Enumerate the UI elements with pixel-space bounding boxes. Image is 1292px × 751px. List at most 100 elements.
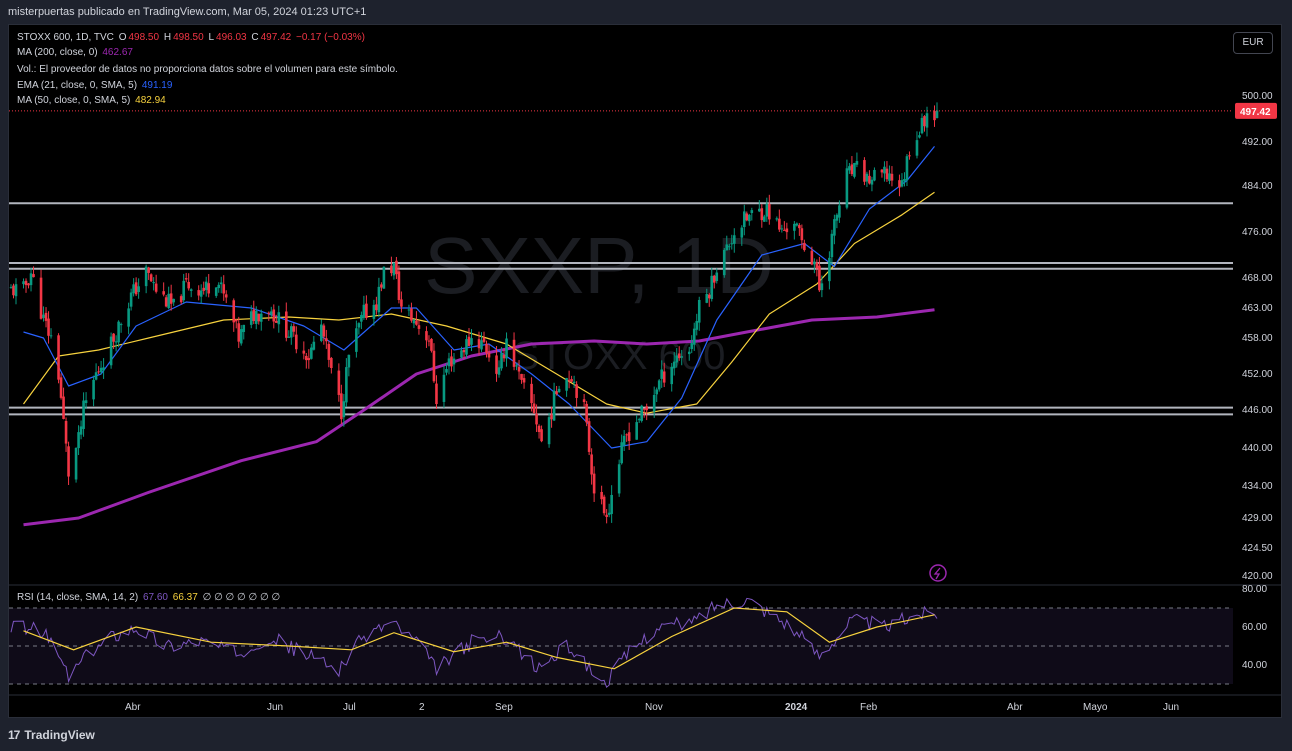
candle[interactable] xyxy=(330,356,333,374)
candle[interactable] xyxy=(22,278,25,289)
candle[interactable] xyxy=(62,387,65,420)
candle[interactable] xyxy=(14,278,18,305)
candle[interactable] xyxy=(179,294,183,305)
candle[interactable] xyxy=(365,295,368,320)
candle[interactable] xyxy=(425,326,428,348)
candle[interactable] xyxy=(302,341,306,360)
candle[interactable] xyxy=(605,509,608,524)
candle[interactable] xyxy=(222,275,226,301)
candle[interactable] xyxy=(637,417,641,424)
candle[interactable] xyxy=(92,375,95,407)
candle[interactable] xyxy=(337,363,341,402)
candle[interactable] xyxy=(818,256,821,292)
candle[interactable] xyxy=(695,313,699,336)
candle[interactable] xyxy=(798,223,801,236)
candle[interactable] xyxy=(680,349,684,366)
candle[interactable] xyxy=(267,311,271,321)
candle[interactable] xyxy=(277,305,281,333)
candle[interactable] xyxy=(793,221,796,240)
candle[interactable] xyxy=(515,363,518,371)
candle[interactable] xyxy=(712,274,716,289)
candle[interactable] xyxy=(189,288,193,298)
candle[interactable] xyxy=(480,332,483,352)
candle[interactable] xyxy=(758,199,761,213)
candle[interactable] xyxy=(310,343,313,360)
candle[interactable] xyxy=(707,292,711,307)
candle[interactable] xyxy=(327,341,331,368)
candle[interactable] xyxy=(97,366,100,375)
rsi-pane[interactable]: 80.00 60.00 40.00 xyxy=(9,584,1282,689)
candle[interactable] xyxy=(450,349,453,372)
candle[interactable] xyxy=(783,221,786,231)
candle[interactable] xyxy=(898,174,901,197)
candle[interactable] xyxy=(204,276,208,297)
chart-frame[interactable]: SXXP, 1D STOXX 600 497.42 500.00 492.00 48… xyxy=(8,24,1282,718)
candle[interactable] xyxy=(147,266,150,280)
candle[interactable] xyxy=(112,333,115,350)
candle[interactable] xyxy=(287,330,291,338)
candle[interactable] xyxy=(622,430,626,452)
candle[interactable] xyxy=(575,381,578,408)
candle[interactable] xyxy=(164,294,168,308)
candle[interactable] xyxy=(810,246,814,266)
candle[interactable] xyxy=(775,216,779,222)
candle[interactable] xyxy=(77,425,80,456)
candle[interactable] xyxy=(602,494,606,516)
candle[interactable] xyxy=(532,394,536,415)
candle[interactable] xyxy=(284,302,288,342)
legend-rsi[interactable]: RSI (14, close, SMA, 14, 2) 67.60 66.37 … xyxy=(17,592,282,603)
candle[interactable] xyxy=(870,176,874,192)
candle[interactable] xyxy=(768,194,771,225)
candle[interactable] xyxy=(447,352,451,375)
candle[interactable] xyxy=(380,282,383,292)
legend-ema21[interactable]: EMA (21, close, 0, SMA, 5) 491.19 xyxy=(17,80,174,91)
candle[interactable] xyxy=(850,156,854,177)
candle[interactable] xyxy=(582,394,586,407)
candle[interactable] xyxy=(587,417,591,456)
candle[interactable] xyxy=(830,229,834,265)
candle[interactable] xyxy=(137,278,140,299)
candle[interactable] xyxy=(745,211,749,222)
candle[interactable] xyxy=(149,273,153,282)
candle[interactable] xyxy=(217,282,221,293)
candle[interactable] xyxy=(828,251,831,290)
candle[interactable] xyxy=(795,222,799,227)
candle[interactable] xyxy=(259,309,263,331)
candle[interactable] xyxy=(883,161,886,182)
candle[interactable] xyxy=(740,225,744,246)
candle[interactable] xyxy=(710,267,714,302)
candle[interactable] xyxy=(570,375,573,383)
candle[interactable] xyxy=(49,328,53,339)
candle[interactable] xyxy=(677,346,681,361)
candle[interactable] xyxy=(372,299,376,326)
candle[interactable] xyxy=(517,360,521,380)
candle[interactable] xyxy=(305,352,308,369)
candle[interactable] xyxy=(592,466,596,502)
candle[interactable] xyxy=(692,322,696,351)
candle[interactable] xyxy=(890,166,894,187)
candle[interactable] xyxy=(347,354,351,377)
snapshot-icon[interactable] xyxy=(929,564,947,582)
candle[interactable] xyxy=(537,424,541,439)
candle[interactable] xyxy=(838,200,841,223)
candle[interactable] xyxy=(462,348,466,359)
candle[interactable] xyxy=(687,346,691,361)
candle[interactable] xyxy=(482,331,486,344)
candle[interactable] xyxy=(747,213,751,226)
candle[interactable] xyxy=(803,239,806,252)
candle[interactable] xyxy=(465,335,468,359)
candle[interactable] xyxy=(833,214,836,245)
candle[interactable] xyxy=(590,448,593,485)
candle[interactable] xyxy=(452,353,456,373)
candle[interactable] xyxy=(933,105,936,127)
candle[interactable] xyxy=(342,394,346,427)
candle[interactable] xyxy=(362,295,366,320)
candle[interactable] xyxy=(900,173,904,188)
candle[interactable] xyxy=(487,344,491,362)
candle[interactable] xyxy=(392,262,396,280)
candle[interactable] xyxy=(868,170,871,185)
candle[interactable] xyxy=(322,323,326,345)
candle[interactable] xyxy=(657,379,661,392)
candle[interactable] xyxy=(915,131,919,159)
candle[interactable] xyxy=(550,406,553,428)
